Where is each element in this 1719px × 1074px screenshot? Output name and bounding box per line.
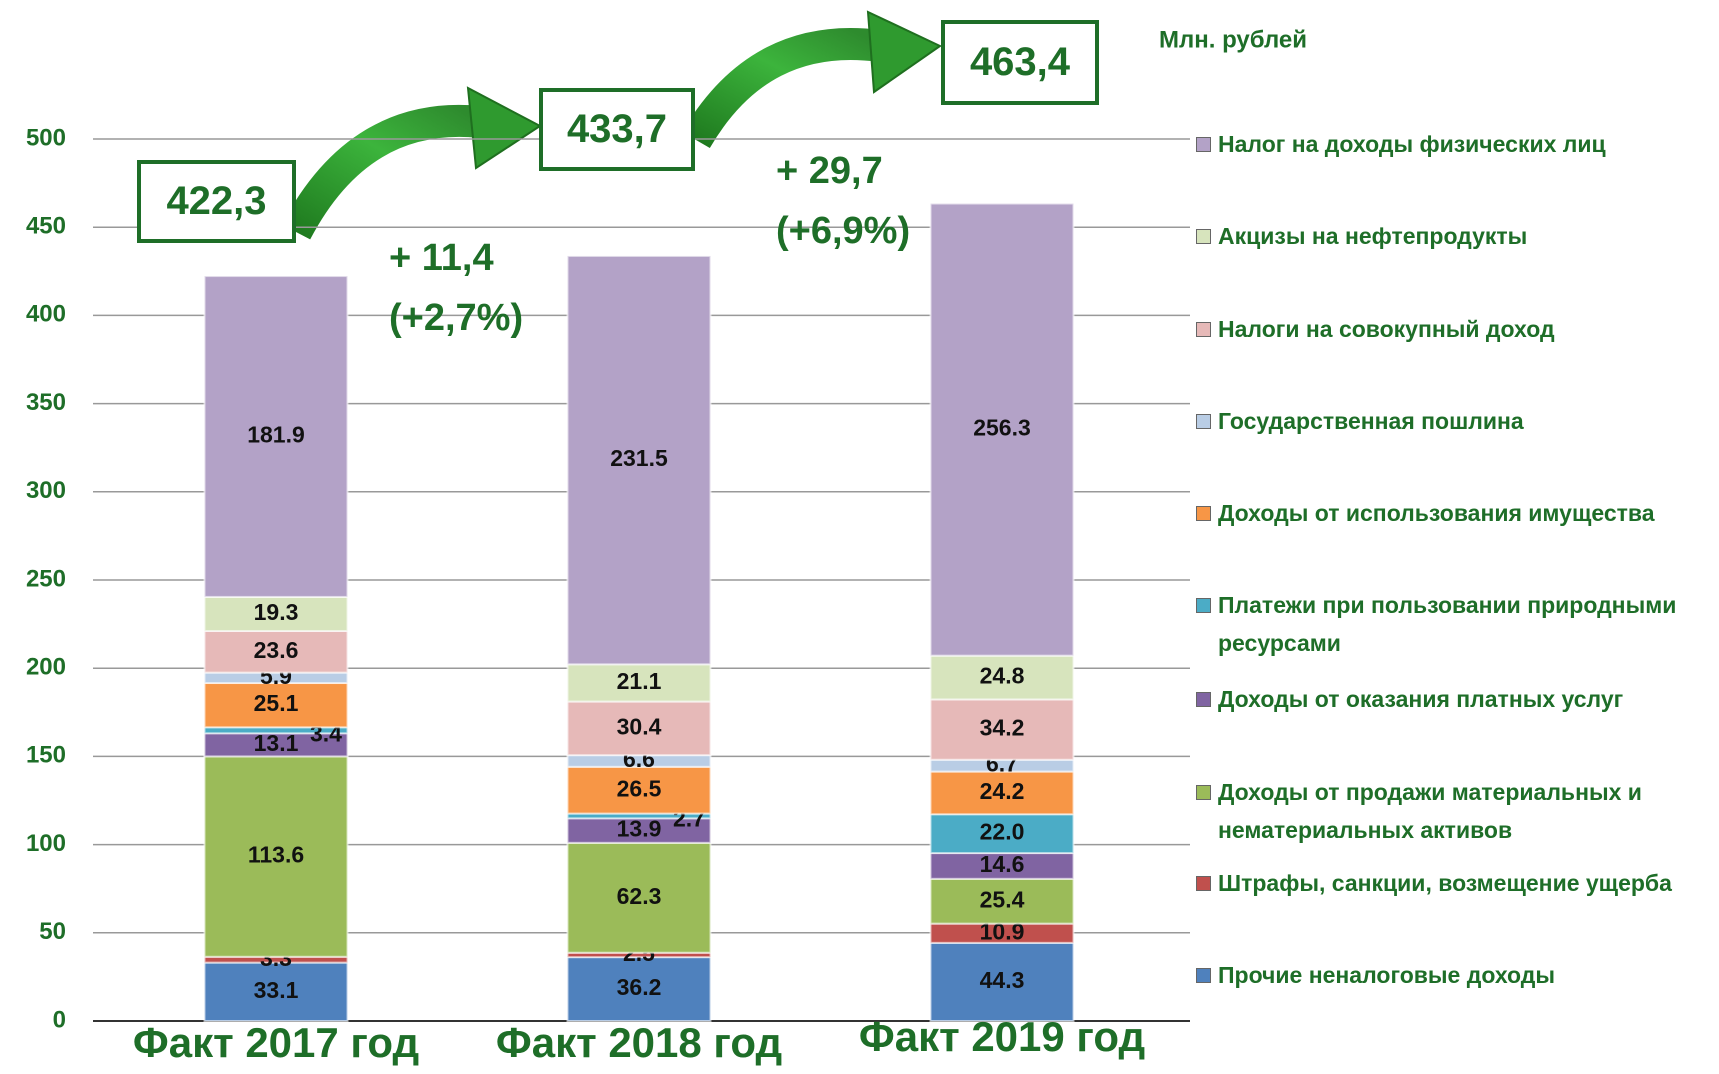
y-tick-label: 450 (26, 213, 66, 240)
legend-swatch (1196, 414, 1211, 429)
y-tick-label: 350 (26, 389, 66, 416)
bar-segment (929, 941, 1075, 1022)
total-box (941, 20, 1099, 105)
bar-segment (929, 698, 1075, 761)
legend-swatch (1196, 229, 1211, 244)
legend-item: Доходы от оказания платных услуг (1196, 680, 1706, 718)
x-tick-label: Факт 2018 год (496, 1019, 782, 1066)
legend-label: Государственная пошлина (1218, 408, 1524, 434)
data-label: 13.9 (617, 816, 662, 842)
bar-segment (929, 202, 1075, 657)
bar-segment (203, 595, 349, 632)
x-tick-label: Факт 2017 год (133, 1019, 419, 1066)
legend-swatch (1196, 692, 1211, 707)
bar-segment (203, 755, 349, 958)
legend-label: Доходы от оказания платных услуг (1218, 686, 1624, 712)
data-label: 44.3 (980, 967, 1025, 993)
data-label: 34.2 (980, 715, 1025, 741)
legend-label: Доходы от продажи материальных и нематер… (1218, 779, 1642, 843)
legend-item: Доходы от использования имущества (1196, 494, 1706, 532)
legend-item: Государственная пошлина (1196, 402, 1706, 440)
growth-label: + 29,7 (776, 150, 883, 192)
arrow-head (866, 10, 942, 94)
bar-segment (929, 852, 1075, 880)
legend-item: Акцизы на нефтепродукты (1196, 217, 1706, 255)
data-label: 113.6 (248, 842, 304, 868)
y-tick-label: 300 (26, 477, 66, 504)
bar-segment (566, 817, 712, 844)
data-label: 19.3 (254, 599, 299, 625)
legend-label: Налоги на совокупный доход (1218, 316, 1555, 342)
bar-segment (203, 682, 349, 729)
data-label: 26.5 (617, 775, 662, 801)
total-box (539, 88, 695, 171)
y-tick-label: 500 (26, 124, 66, 151)
bar-segment (566, 254, 712, 666)
legend-item: Доходы от продажи материальных и нематер… (1196, 773, 1706, 849)
data-label: 256.3 (973, 415, 1031, 441)
arrows (281, 10, 942, 240)
data-label: 24.8 (980, 663, 1025, 689)
arrow (281, 105, 482, 240)
bar-segment (203, 275, 349, 598)
legend-swatch (1196, 137, 1211, 152)
legend-item: Прочие неналоговые доходы (1196, 956, 1706, 994)
growth-label: (+6,9%) (776, 210, 910, 252)
legend-item: Налоги на совокупный доход (1196, 310, 1706, 348)
legend-swatch (1196, 785, 1211, 800)
legend-swatch (1196, 968, 1211, 983)
legend-item: Платежи при пользовании природными ресур… (1196, 586, 1706, 662)
bar-segment (203, 629, 349, 674)
legend-swatch (1196, 506, 1211, 521)
data-label: 30.4 (617, 713, 662, 739)
unit-label: Млн. рублей (1159, 26, 1307, 53)
y-tick-label: 200 (26, 654, 66, 681)
legend-item: Налог на доходы физических лиц (1196, 125, 1706, 163)
data-label: 23.6 (254, 637, 299, 663)
data-label: 25.4 (980, 886, 1025, 912)
legend-label: Акцизы на нефтепродукты (1218, 223, 1528, 249)
data-label: 24.2 (980, 778, 1025, 804)
data-label: 231.5 (610, 445, 668, 471)
total-label: 463,4 (970, 40, 1071, 84)
bar-segment (566, 765, 712, 815)
bar-segment (929, 654, 1075, 701)
total-label: 433,7 (567, 107, 667, 151)
data-label: 25.1 (254, 690, 299, 716)
growth-label: + 11,4 (389, 237, 494, 279)
x-tick-label: Факт 2019 год (859, 1013, 1145, 1060)
arrow (682, 27, 883, 149)
y-tick-label: 250 (26, 565, 66, 592)
y-tick-label: 50 (39, 918, 66, 945)
bar-segment (566, 841, 712, 954)
bar-segment (203, 961, 349, 1022)
data-label: 62.3 (617, 883, 662, 909)
data-label: 33.1 (254, 977, 299, 1003)
data-label: 22.0 (980, 819, 1025, 845)
legend-label: Налог на доходы физических лиц (1218, 131, 1606, 157)
growth-label: (+2,7%) (389, 297, 523, 339)
data-label: 14.6 (980, 851, 1025, 877)
data-label: 21.1 (617, 668, 662, 694)
y-tick-label: 400 (26, 301, 66, 328)
total-label: 422,3 (166, 179, 266, 223)
legend-swatch (1196, 598, 1211, 613)
legend-label: Прочие неналоговые доходы (1218, 962, 1556, 988)
arrow-head (466, 86, 542, 170)
bar-segment (566, 700, 712, 757)
legend-label: Штрафы, санкции, возмещение ущерба (1218, 870, 1672, 896)
legend-swatch (1196, 876, 1211, 891)
y-tick-label: 100 (26, 830, 66, 857)
y-tick-label: 0 (53, 1006, 66, 1033)
legend-item: Штрафы, санкции, возмещение ущерба (1196, 864, 1706, 902)
legend-swatch (1196, 322, 1211, 337)
total-box (137, 160, 296, 243)
data-label: 36.2 (617, 974, 662, 1000)
y-tick-label: 150 (26, 742, 66, 769)
data-label: 181.9 (247, 422, 305, 448)
legend-label: Доходы от использования имущества (1218, 500, 1655, 526)
legend-label: Платежи при пользовании природными ресур… (1218, 592, 1677, 656)
